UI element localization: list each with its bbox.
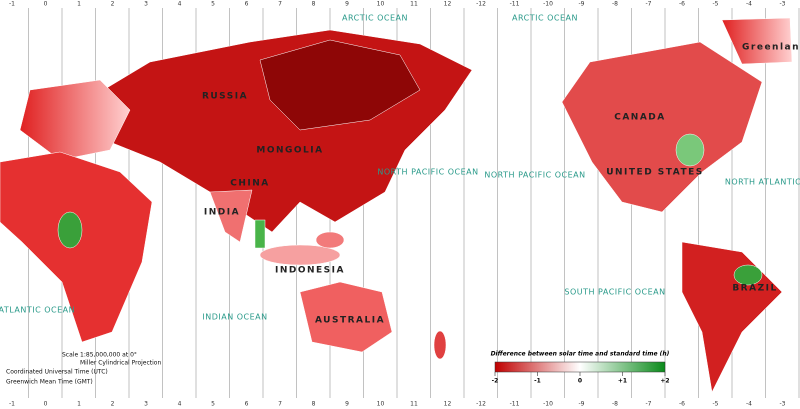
zone-label-top: -7: [646, 1, 652, 8]
zone-label-top: 12: [444, 1, 452, 8]
ocean-label: ARCTIC OCEAN: [512, 14, 578, 23]
greenland: [721, 17, 793, 65]
zone-label-bottom: -8: [612, 401, 618, 408]
zone-label-top: 8: [312, 1, 316, 8]
zone-label-bottom: -3: [780, 401, 786, 408]
zone-label-bottom: 8: [312, 401, 316, 408]
us-green: [675, 133, 705, 167]
map-note: Greenwich Mean Time (GMT): [6, 379, 93, 386]
zone-label-bottom: -4: [746, 401, 752, 408]
zone-label-bottom: 2: [111, 401, 115, 408]
zone-label-bottom: 1: [77, 401, 81, 408]
legend-title: Difference between solar time and standa…: [491, 351, 670, 358]
australia: [299, 281, 393, 353]
zone-label-top: 6: [245, 1, 249, 8]
zone-label-top: -9: [579, 1, 585, 8]
zone-label-bottom: 9: [345, 401, 349, 408]
zone-label-top: 5: [211, 1, 215, 8]
zone-label-bottom: -10: [543, 401, 553, 408]
zone-label-bottom: 11: [410, 401, 418, 408]
legend: Difference between solar time and standa…: [491, 351, 670, 373]
zone-label-top: -3: [780, 1, 786, 8]
country-label: MONGOLIA: [256, 146, 323, 156]
country-label: Greenland: [742, 43, 800, 53]
ocean-label: SOUTH PACIFIC OCEAN: [564, 288, 665, 297]
ocean-label: NORTH ATLANTIC OCEAN: [725, 178, 800, 187]
zone-label-top: 7: [278, 1, 282, 8]
india: [209, 189, 253, 243]
zone-label-bottom: 5: [211, 401, 215, 408]
africa: [0, 151, 153, 343]
map-note: Miller Cylindrical Projection: [80, 360, 161, 367]
north-america: [561, 41, 763, 213]
zone-label-top: -11: [510, 1, 520, 8]
zone-label-bottom: -9: [579, 401, 585, 408]
zone-label-top: 0: [44, 1, 48, 8]
zone-label-top: 11: [410, 1, 418, 8]
zone-label-top: 3: [144, 1, 148, 8]
legend-tick-label: +1: [618, 378, 627, 385]
zone-label-bottom: 4: [178, 401, 182, 408]
africa-west: [57, 211, 83, 249]
zone-label-bottom: 7: [278, 401, 282, 408]
landmasses: [0, 17, 793, 393]
zone-label-top: 2: [111, 1, 115, 8]
zone-label-top: -12: [476, 1, 486, 8]
zone-label-top: -1: [9, 1, 15, 8]
zone-label-bottom: 12: [444, 401, 452, 408]
ocean-label: NORTH PACIFIC OCEAN: [484, 171, 585, 180]
zone-label-top: -8: [612, 1, 618, 8]
zone-label-bottom: 0: [44, 401, 48, 408]
map-note: Scale 1:85,000,000 at 0°: [62, 352, 137, 359]
zone-label-bottom: -12: [476, 401, 486, 408]
green-patch: [254, 219, 266, 249]
zone-label-top: -4: [746, 1, 752, 8]
map-note: Coordinated Universal Time (UTC): [6, 369, 108, 376]
zone-label-bottom: -1: [9, 401, 15, 408]
zone-label-bottom: -7: [646, 401, 652, 408]
zone-label-top: 4: [178, 1, 182, 8]
country-label: RUSSIA: [202, 92, 248, 102]
legend-scale: [494, 361, 666, 373]
legend-tick-label: -2: [492, 378, 499, 385]
country-label: UNITED STATES: [606, 168, 704, 178]
country-label: AUSTRALIA: [315, 316, 385, 326]
ocean-label: NORTH PACIFIC OCEAN: [377, 168, 478, 177]
country-label: INDONESIA: [275, 266, 345, 276]
ocean-label: INDIAN OCEAN: [202, 313, 267, 322]
zone-label-top: 10: [377, 1, 385, 8]
zone-label-bottom: 3: [144, 401, 148, 408]
country-label: CHINA: [230, 179, 269, 189]
se-asia: [259, 244, 341, 266]
zone-label-top: 9: [345, 1, 349, 8]
zone-label-bottom: 10: [377, 401, 385, 408]
brazil-green: [733, 264, 763, 286]
country-label: CANADA: [614, 113, 666, 123]
ocean-label: SOUTH ATLANTIC OCEAN: [0, 306, 75, 315]
europe: [19, 79, 131, 161]
zone-label-bottom: -5: [713, 401, 719, 408]
zone-label-top: -10: [543, 1, 553, 8]
borneo: [315, 231, 345, 249]
zone-label-top: 1: [77, 1, 81, 8]
ocean-label: ARCTIC OCEAN: [342, 14, 408, 23]
zone-label-bottom: 6: [245, 401, 249, 408]
siberia-dark: [259, 39, 421, 131]
zone-label-top: -6: [679, 1, 685, 8]
legend-tick-label: 0: [578, 378, 582, 385]
country-label: BRAZIL: [732, 284, 777, 294]
legend-tick-label: +2: [660, 378, 669, 385]
zone-label-top: -5: [713, 1, 719, 8]
country-label: INDIA: [204, 208, 240, 218]
new-zealand: [433, 330, 447, 360]
legend-tick-label: -1: [534, 378, 541, 385]
zone-label-bottom: -6: [679, 401, 685, 408]
zone-label-bottom: -11: [510, 401, 520, 408]
